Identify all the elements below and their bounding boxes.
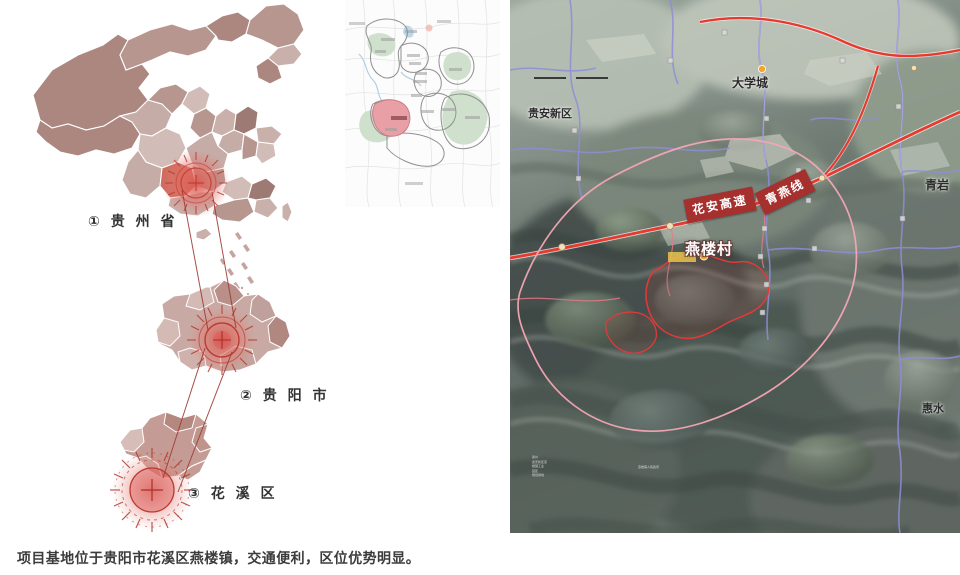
admin-city-dot bbox=[425, 24, 433, 32]
china-highlight-marker bbox=[162, 149, 230, 217]
village-boundary-extension bbox=[605, 311, 658, 354]
guizhou-highlight-marker bbox=[187, 305, 257, 375]
map-poi-markers bbox=[571, 29, 906, 316]
locator-label-city: ② 贵 阳 市 bbox=[240, 388, 330, 404]
administrative-overview-panel bbox=[345, 0, 500, 207]
locator-maps-svg bbox=[32, 3, 305, 532]
satellite-micro-annotation: 贵州 贵安新区燕 楼镇工业 园区 规划用地 bbox=[532, 455, 548, 477]
highway-north-arc bbox=[699, 16, 960, 58]
locator-label-province: ① 贵 州 省 bbox=[88, 214, 178, 230]
satellite-imagery-svg bbox=[510, 0, 960, 533]
page-caption: 项目基地位于贵阳市花溪区燕楼镇，交通便利，区位优势明显。 bbox=[17, 551, 421, 567]
admin-highlight-label bbox=[391, 116, 407, 120]
village-boundary bbox=[645, 252, 770, 340]
china-map bbox=[32, 3, 305, 305]
locator-connector-lines bbox=[162, 189, 237, 493]
township-boundary bbox=[517, 138, 858, 432]
admin-place-labels bbox=[349, 20, 480, 185]
admin-map-svg bbox=[345, 0, 500, 207]
highway-east-branch bbox=[820, 65, 880, 180]
site-parcel-marker bbox=[668, 252, 696, 262]
road-nodes bbox=[558, 65, 917, 251]
locator-label-district: ③ 花 溪 区 bbox=[188, 486, 278, 502]
satellite-micro-annotation-2: 燕楼镇人民政府 bbox=[638, 465, 660, 469]
locator-diagram-panel: ① 贵 州 省 ② 贵 阳 市 ③ 花 溪 区 bbox=[0, 0, 335, 535]
site-point-marker bbox=[699, 251, 709, 261]
huaxi-highlight-marker bbox=[110, 448, 194, 532]
satellite-map-panel: 贵安新区 大学城 青岩 惠水 燕楼村 花安高速 青燕线 贵州 贵安新区燕 楼镇工业园… bbox=[510, 0, 960, 533]
